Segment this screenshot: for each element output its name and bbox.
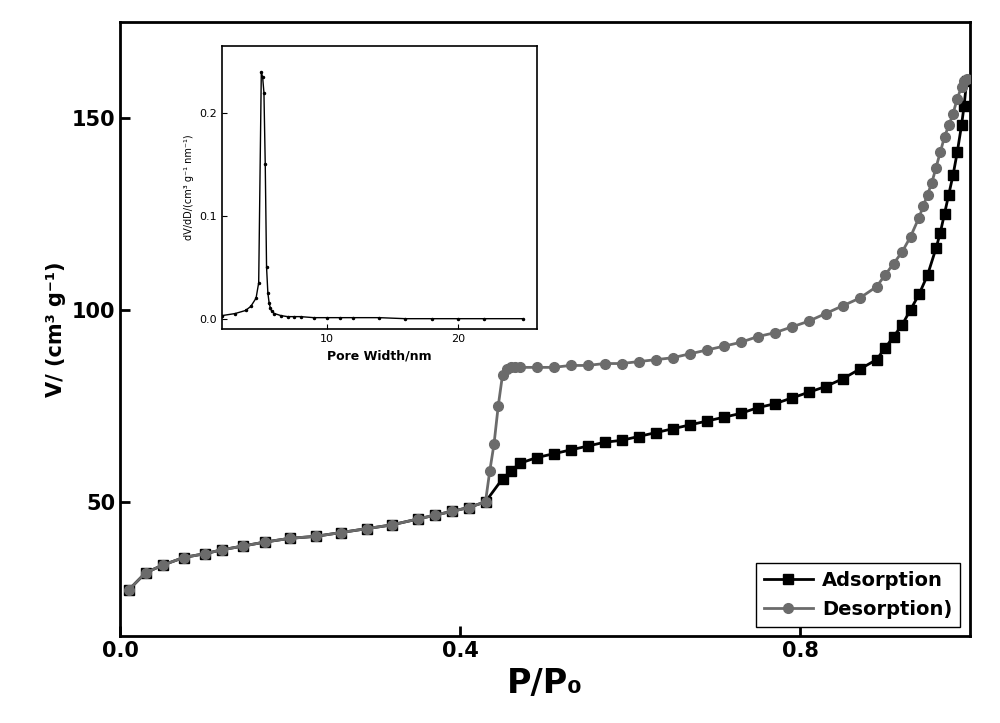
Line: Desorption): Desorption): [124, 74, 971, 595]
Adsorption: [156, 561, 168, 570]
Adsorption: [582, 442, 594, 450]
Adsorption: [446, 507, 458, 515]
Desorption): [501, 365, 513, 374]
Adsorption: [178, 553, 190, 562]
Desorption): [718, 342, 730, 351]
Desorption): [564, 361, 576, 369]
Adsorption: [836, 375, 848, 383]
Desorption): [505, 363, 517, 372]
Line: Adsorption: Adsorption: [124, 77, 971, 595]
Desorption): [930, 163, 942, 172]
Y-axis label: V/ (cm³ g⁻¹): V/ (cm³ g⁻¹): [46, 261, 66, 397]
Desorption): [633, 357, 645, 366]
Legend: Adsorption, Desorption): Adsorption, Desorption): [756, 563, 960, 627]
Desorption): [961, 75, 973, 84]
Desorption): [122, 586, 134, 594]
Adsorption: [961, 77, 973, 85]
Adsorption: [122, 586, 134, 594]
X-axis label: P/P₀: P/P₀: [507, 667, 583, 700]
Adsorption: [820, 382, 832, 391]
